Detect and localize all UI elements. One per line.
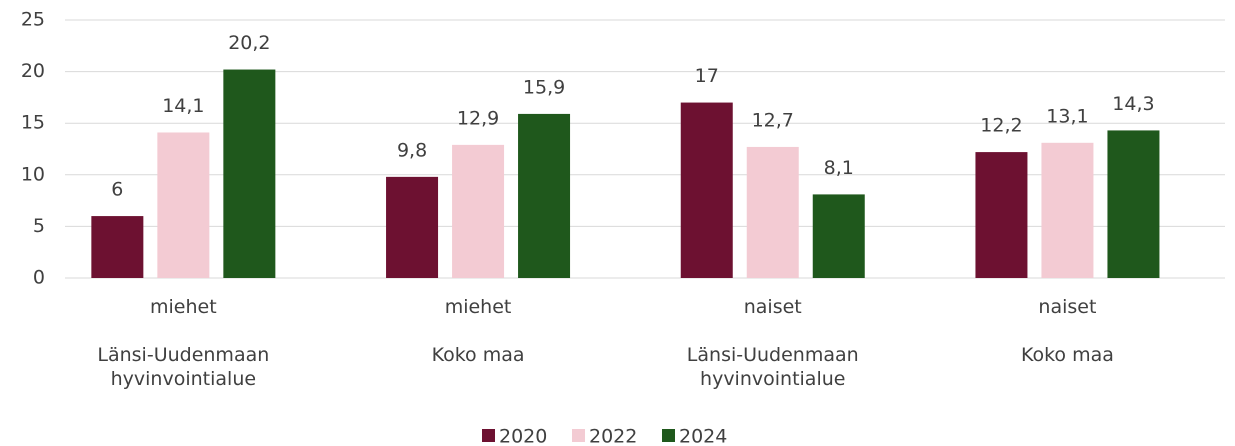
x-tick-label: miehet bbox=[150, 296, 217, 318]
bar bbox=[1107, 130, 1160, 278]
data-label: 14,3 bbox=[1112, 93, 1154, 115]
bar bbox=[680, 102, 733, 278]
data-label: 6 bbox=[111, 179, 123, 201]
x-tick-label: naiset bbox=[743, 296, 802, 318]
x-group-label: Koko maa bbox=[431, 344, 525, 366]
data-label: 8,1 bbox=[824, 157, 854, 179]
data-label: 12,2 bbox=[980, 115, 1022, 137]
legend-label: 2022 bbox=[589, 426, 637, 446]
y-tick-label: 25 bbox=[21, 9, 45, 31]
data-label: 12,7 bbox=[752, 109, 794, 131]
bar bbox=[91, 216, 144, 278]
bar bbox=[746, 146, 799, 278]
legend-label: 2020 bbox=[499, 426, 547, 446]
x-group-label: Länsi-Uudenmaan hyvinvointialue bbox=[97, 344, 270, 390]
x-group-label: Länsi-Uudenmaan hyvinvointialue bbox=[686, 344, 859, 390]
bar bbox=[518, 113, 571, 278]
bar bbox=[1041, 142, 1094, 278]
legend-label: 2024 bbox=[679, 426, 727, 446]
bar bbox=[223, 69, 276, 278]
bar bbox=[157, 132, 210, 278]
y-tick-label: 10 bbox=[21, 163, 45, 185]
x-tick-label: miehet bbox=[444, 296, 512, 318]
data-label: 14,1 bbox=[162, 95, 204, 117]
y-tick-label: 20 bbox=[21, 60, 45, 82]
data-label: 12,9 bbox=[457, 107, 499, 129]
y-tick-label: 15 bbox=[21, 112, 45, 134]
x-group-label: Koko maa bbox=[1020, 344, 1114, 366]
legend-swatch bbox=[662, 429, 675, 442]
data-label: 9,8 bbox=[397, 139, 427, 161]
data-label: 15,9 bbox=[523, 76, 565, 98]
data-label: 13,1 bbox=[1046, 105, 1088, 127]
y-tick-label: 0 bbox=[33, 267, 45, 289]
y-tick-label: 5 bbox=[33, 215, 45, 237]
x-tick-label: naiset bbox=[1038, 296, 1097, 318]
bar bbox=[975, 152, 1028, 278]
bar bbox=[452, 144, 505, 278]
legend-swatch bbox=[482, 429, 495, 442]
bar bbox=[386, 176, 439, 278]
data-label: 20,2 bbox=[228, 32, 270, 54]
legend-swatch bbox=[572, 429, 585, 442]
data-label: 17 bbox=[695, 65, 719, 87]
bar bbox=[812, 194, 865, 278]
